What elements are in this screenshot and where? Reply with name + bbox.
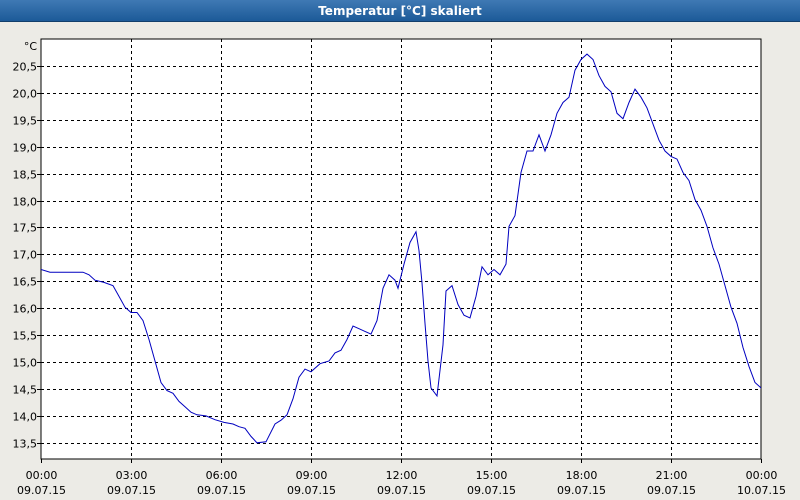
x-tick-date-label: 10.07.15 xyxy=(737,484,786,497)
x-tick-time-label: 09:00 xyxy=(296,469,328,482)
x-tick-date-label: 09.07.15 xyxy=(107,484,156,497)
x-tick-date-label: 09.07.15 xyxy=(647,484,696,497)
y-tick-label: 19,5 xyxy=(13,115,38,128)
x-tick-date-label: 09.07.15 xyxy=(377,484,426,497)
y-tick-label: 17,5 xyxy=(13,222,38,235)
x-tick-time-label: 18:00 xyxy=(566,469,598,482)
x-tick-date-label: 09.07.15 xyxy=(287,484,336,497)
x-tick-time-label: 06:00 xyxy=(206,469,238,482)
y-tick-label: 16,0 xyxy=(13,303,38,316)
x-axis-ticks: 00:00 09.07.15 03:00 09.07.15 06:00 09.07.15 0… xyxy=(17,459,786,497)
y-tick-label: 15,0 xyxy=(13,357,38,370)
x-tick-time-label: 15:00 xyxy=(476,469,508,482)
x-tick-date-label: 09.07.15 xyxy=(467,484,516,497)
grid-lines xyxy=(41,39,761,459)
y-tick-label: 19,0 xyxy=(13,142,38,155)
y-tick-label: 17,0 xyxy=(13,249,38,262)
x-tick-time-label: 00:00 xyxy=(26,469,58,482)
series-layer xyxy=(41,53,761,444)
x-tick-date-label: 09.07.15 xyxy=(17,484,66,497)
y-tick-label: 20,0 xyxy=(13,88,38,101)
x-tick-time-label: 21:00 xyxy=(656,469,688,482)
x-tick-time-label: 12:00 xyxy=(386,469,418,482)
x-tick-date-label: 09.07.15 xyxy=(557,484,606,497)
y-tick-label: 14,5 xyxy=(13,384,38,397)
y-tick-label: 18,5 xyxy=(13,169,38,182)
y-axis-ticks: 13,5 14,0 14,5 15,0 15,5 16,0 16,5 17,0 17,5 18,0… xyxy=(13,61,41,451)
y-tick-label: 13,5 xyxy=(13,438,38,451)
y-tick-label: 16,5 xyxy=(13,276,38,289)
chart-title: Temperatur [°C] skaliert xyxy=(0,0,800,22)
y-axis-unit-label: °C xyxy=(24,40,38,53)
y-tick-label: 14,0 xyxy=(13,411,38,424)
temperature-series-line xyxy=(41,53,761,444)
x-tick-time-label: 03:00 xyxy=(116,469,148,482)
y-tick-label: 20,5 xyxy=(13,61,38,74)
y-tick-label: 18,0 xyxy=(13,196,38,209)
x-tick-time-label: 00:00 xyxy=(746,469,778,482)
x-tick-date-label: 09.07.15 xyxy=(197,484,246,497)
y-tick-label: 15,5 xyxy=(13,330,38,343)
